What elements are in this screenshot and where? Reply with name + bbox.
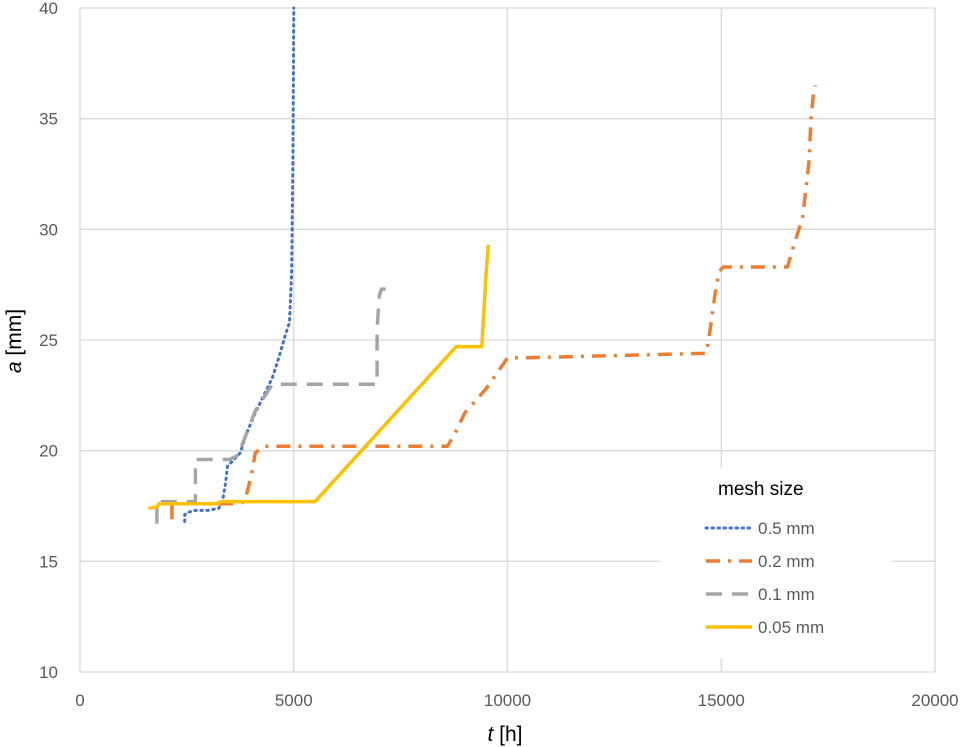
series-lines: [148, 6, 818, 524]
x-tick-label: 15000: [698, 691, 745, 710]
legend-label-3: 0.05 mm: [758, 618, 824, 637]
legend-label-0: 0.5 mm: [758, 519, 815, 538]
legend-label-1: 0.2 mm: [758, 552, 815, 571]
y-tick-label: 30: [39, 220, 58, 239]
legend-items: 0.5 mm 0.2 mm 0.1 mm 0.05 mm: [704, 519, 824, 637]
x-axis-title: t [h]: [487, 723, 522, 746]
y-axis-title: a [mm]: [3, 309, 26, 373]
x-tick-label: 5000: [275, 691, 313, 710]
series-line-1: [170, 85, 818, 520]
series-line-3: [148, 244, 491, 510]
x-tick-label: 20000: [911, 691, 958, 710]
x-tick-label: 0: [75, 691, 84, 710]
legend-label-2: 0.1 mm: [758, 585, 815, 604]
series-line-2: [155, 287, 386, 524]
series-line-0: [183, 6, 296, 523]
legend: mesh size 0.5 mm 0.2 mm 0.1 mm 0.05 mm: [660, 468, 892, 658]
y-tick-label: 10: [39, 663, 58, 682]
y-tick-label: 35: [39, 110, 58, 129]
grid: [79, 7, 936, 673]
legend-title: mesh size: [718, 479, 804, 500]
y-tick-label: 20: [39, 442, 58, 461]
legend-background: [660, 468, 892, 658]
y-tick-label: 15: [39, 552, 58, 571]
y-tick-label: 25: [39, 331, 58, 350]
y-tick-label: 40: [39, 0, 58, 18]
tick-labels: 10 15 20 25 30 35 40 0 5000 10000 15000 20000: [39, 0, 959, 710]
x-tick-label: 10000: [484, 691, 531, 710]
